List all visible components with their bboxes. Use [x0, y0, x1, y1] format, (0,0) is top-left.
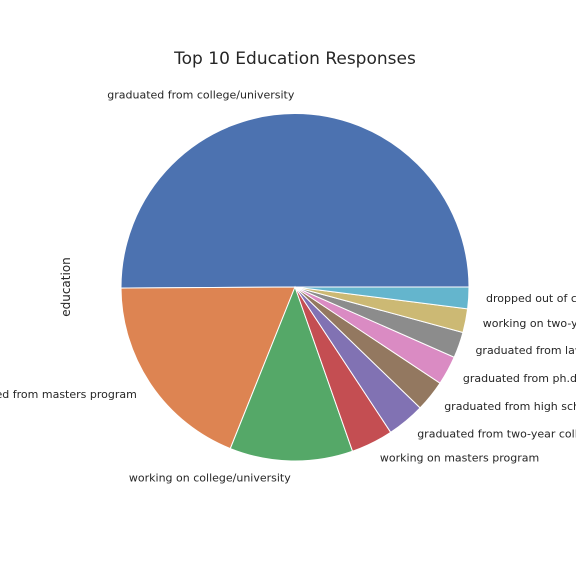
pie-slice-3 — [229, 285, 354, 462]
slice-label-8: graduated from law school — [475, 344, 576, 357]
chart-title: Top 10 Education Responses — [173, 49, 416, 69]
slice-label-10: dropped out of college/university — [486, 292, 576, 305]
pie-labels: graduated from college/university graduat… — [0, 89, 576, 485]
slice-label-1: graduated from college/university — [107, 89, 295, 102]
pie-slice-1 — [120, 113, 470, 289]
slice-label-5: graduated from two-year college — [417, 427, 576, 440]
slice-label-9: working on two-year college — [483, 317, 576, 330]
slice-label-4: working on masters program — [380, 452, 539, 465]
pie-slices — [120, 113, 470, 462]
slice-label-7: graduated from ph.d program — [463, 372, 576, 385]
y-axis-label: education — [59, 257, 73, 317]
pie-slice-2 — [120, 286, 296, 450]
slice-label-2: graduated from masters program — [0, 388, 137, 401]
pie-slice-10 — [294, 286, 470, 310]
slice-label-6: graduated from high school — [444, 400, 576, 413]
slice-label-3: working on college/university — [129, 471, 291, 484]
